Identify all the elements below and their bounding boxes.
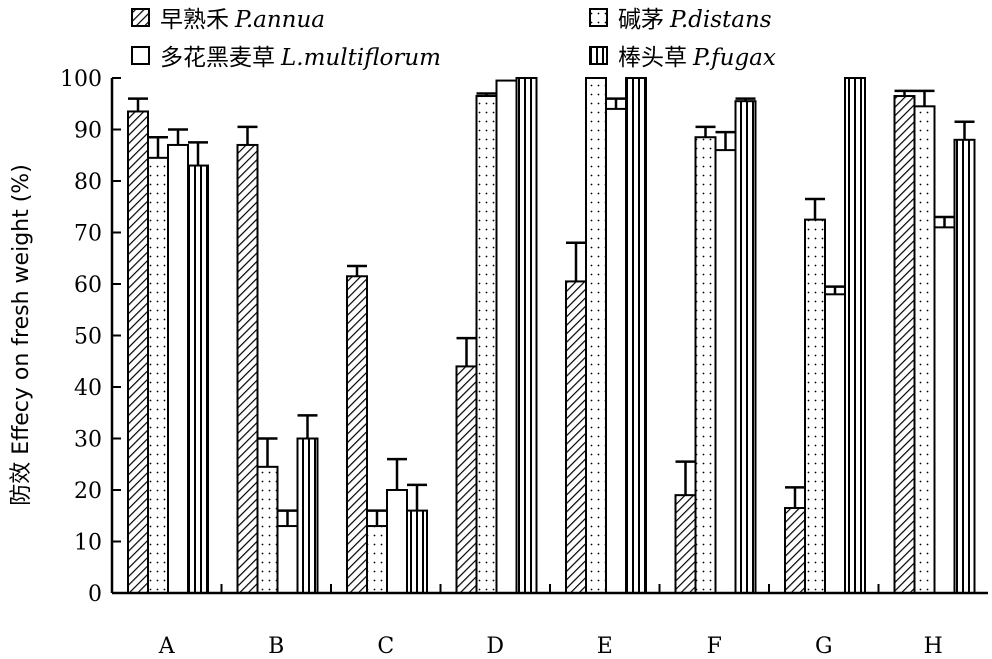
bar: [585, 77, 607, 594]
legend-label-latin: P.distans: [669, 7, 772, 33]
legend-label-cn: 棒头草: [618, 45, 687, 71]
legend-label-cn: 碱茅: [618, 7, 664, 33]
legend-label-latin: P.fugax: [692, 45, 776, 71]
bar: [824, 293, 846, 594]
bar: [674, 494, 697, 594]
y-tick-label: 80: [74, 170, 102, 195]
bar: [694, 136, 717, 594]
bar: [147, 156, 169, 594]
x-category-label: A: [158, 634, 176, 659]
legend-swatch: [131, 46, 150, 65]
y-tick-label: 10: [74, 531, 102, 556]
bar: [127, 110, 149, 594]
legend-swatch: [589, 8, 608, 27]
y-axis: 0 10 20 30 40 50 60 70 80 90 100: [60, 67, 121, 607]
bar: [844, 77, 866, 594]
bar: [276, 525, 299, 594]
legend: 早熟禾 P.annua 碱茅 P.distans 多花黑麦草 L.multiflorum 棒…: [131, 7, 776, 71]
y-tick-label: 30: [74, 428, 102, 453]
y-tick-label: 0: [88, 582, 102, 607]
bars: [127, 77, 976, 595]
legend-label: 早熟禾 P.annua: [160, 7, 325, 33]
x-category-label: B: [268, 634, 284, 659]
bar: [495, 79, 518, 594]
y-tick-label: 20: [74, 479, 102, 504]
x-category-label: G: [815, 634, 833, 659]
y-tick-label: 50: [74, 325, 102, 350]
x-category-label: D: [486, 634, 504, 659]
y-tick-label: 70: [74, 222, 102, 247]
legend-label: 多花黑麦草 L.multiflorum: [160, 45, 441, 71]
bar: [187, 164, 209, 595]
bar: [625, 77, 647, 594]
bar: [734, 100, 757, 595]
bar: [406, 509, 428, 595]
bar: [714, 149, 737, 594]
bar: [236, 143, 259, 594]
bar: [804, 218, 826, 594]
x-category-label: E: [597, 634, 613, 659]
bar: [565, 280, 587, 594]
legend-swatch: [589, 46, 608, 65]
bar: [256, 465, 279, 595]
legend-label-latin: L.multiflorum: [280, 45, 441, 71]
legend-label-cn: 早熟禾: [160, 7, 229, 33]
bar: [515, 77, 538, 594]
legend-swatch: [131, 8, 150, 27]
y-tick-label: 60: [74, 273, 102, 298]
y-axis-label: 防效 Effecy on fresh weight (%): [9, 164, 34, 506]
bar: [784, 507, 806, 594]
bar: [455, 365, 478, 594]
y-tick-label: 40: [74, 376, 102, 401]
bar: [386, 489, 408, 594]
bar: [475, 95, 498, 595]
legend-label: 棒头草 P.fugax: [618, 45, 776, 71]
legend-label-latin: P.annua: [234, 7, 325, 33]
bar: [296, 437, 319, 594]
bar: [167, 143, 189, 594]
bar: [366, 525, 388, 594]
bar: [605, 107, 627, 595]
x-category-label: C: [377, 634, 394, 659]
y-tick-label: 90: [74, 119, 102, 144]
x-category-label: F: [707, 634, 722, 659]
bar: [933, 226, 956, 594]
y-tick-label: 100: [60, 67, 102, 92]
bar: [346, 275, 368, 594]
bar: [893, 95, 916, 595]
x-category-label: H: [924, 634, 943, 659]
bar: [913, 105, 936, 594]
x-axis: A B C D E F G H: [112, 584, 988, 659]
legend-label: 碱茅 P.distans: [618, 7, 772, 33]
bar: [953, 138, 976, 595]
legend-label-cn: 多花黑麦草: [160, 45, 275, 71]
